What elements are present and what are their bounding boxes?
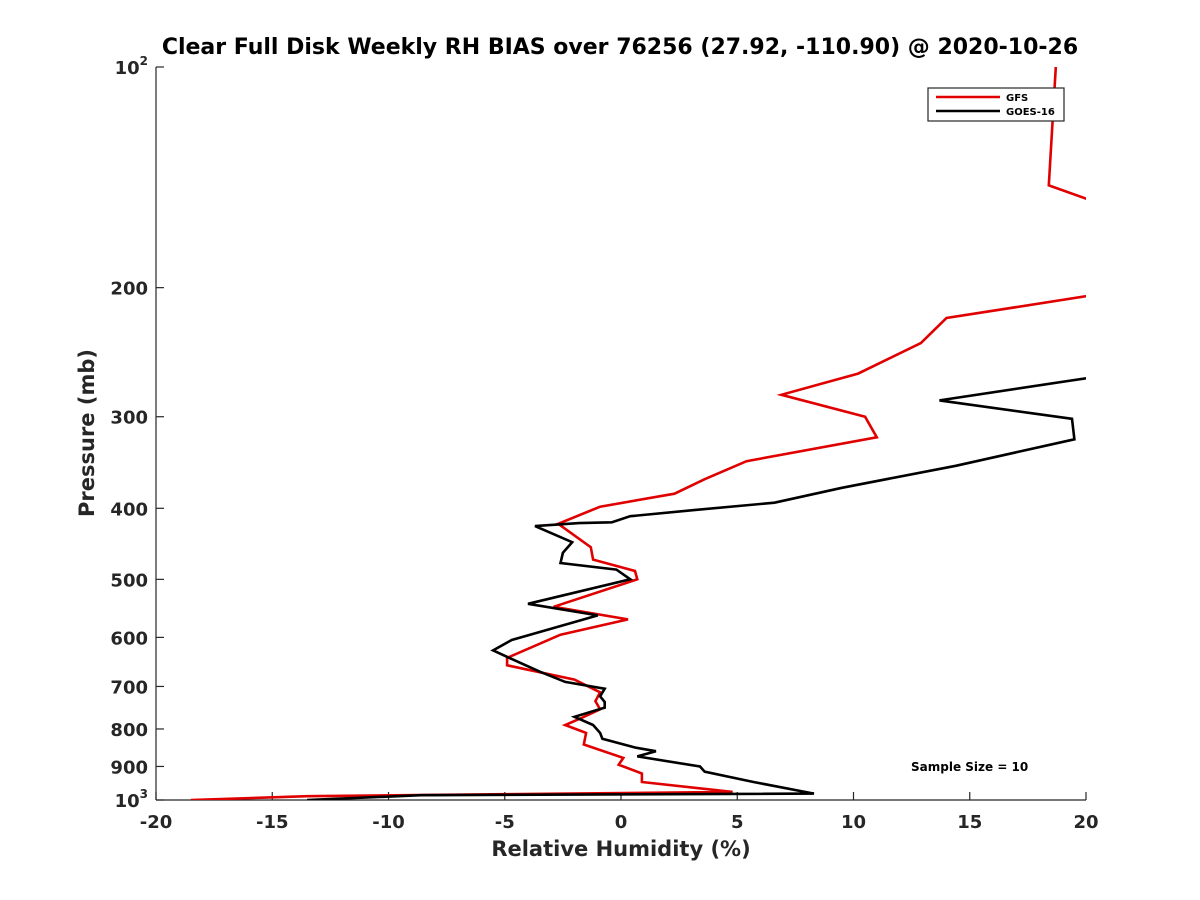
series-line-goes16 (307, 376, 1086, 800)
y-tick-label-base: 300 (110, 408, 148, 429)
legend-label-gfs: GFS (1006, 93, 1028, 104)
y-tick-label-base: 10 (115, 58, 140, 79)
x-tick-label: 15 (957, 812, 982, 833)
y-tick-label-base: 600 (110, 628, 148, 649)
y-tick-label-base: 700 (110, 677, 148, 698)
x-tick-label: -5 (495, 812, 515, 833)
y-tick-label: 300 (110, 408, 148, 429)
x-tick-label: -15 (256, 812, 289, 833)
x-ticks: -20 -15 -10 -5 0 5 10 15 20 (140, 792, 1099, 833)
x-tick-label: -20 (140, 812, 173, 833)
sample-size-annotation: Sample Size = 10 (911, 760, 1028, 774)
y-tick-label: 800 (110, 720, 148, 741)
legend: GFS GOES-16 (927, 87, 1065, 122)
x-axis-label: Relative Humidity (%) (491, 837, 750, 861)
y-tick-label: 102 (115, 54, 148, 79)
y-tick-label: 900 (110, 757, 148, 778)
y-tick-label: 200 (110, 279, 148, 300)
y-tick-label-exponent: 3 (140, 787, 148, 801)
y-tick-label: 500 (110, 570, 148, 591)
y-tick-label-base: 10 (115, 791, 140, 812)
series-lines (190, 67, 1086, 800)
y-tick-label-base: 400 (110, 499, 148, 520)
series-line-gfs (190, 67, 1086, 800)
y-axis-label: Pressure (mb) (75, 349, 99, 517)
x-tick-label: -10 (372, 812, 405, 833)
legend-label-goes16: GOES-16 (1006, 107, 1055, 118)
axes (155, 67, 1086, 801)
x-tick-label: 10 (841, 812, 866, 833)
y-tick-label-base: 200 (110, 279, 148, 300)
x-tick-label: 0 (615, 812, 628, 833)
x-tick-label: 5 (731, 812, 744, 833)
y-tick-label: 103 (115, 787, 148, 812)
y-tick-label-exponent: 2 (140, 54, 148, 68)
y-tick-label: 400 (110, 499, 148, 520)
y-tick-label-base: 900 (110, 757, 148, 778)
y-tick-label-base: 800 (110, 720, 148, 741)
y-tick-label-base: 500 (110, 570, 148, 591)
x-tick-label: 20 (1073, 812, 1098, 833)
y-tick-label: 600 (110, 628, 148, 649)
chart-title: Clear Full Disk Weekly RH BIAS over 7625… (162, 35, 1078, 60)
y-tick-label: 700 (110, 677, 148, 698)
legend-box (927, 87, 1065, 122)
